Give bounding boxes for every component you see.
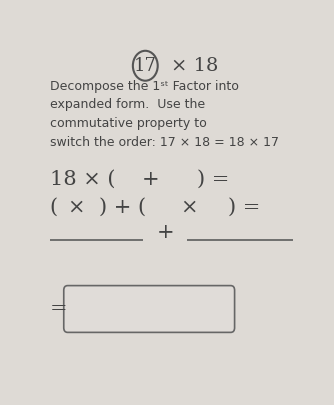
Text: +: +: [157, 223, 175, 242]
Text: switch the order: 17 × 18 = 18 × 17: switch the order: 17 × 18 = 18 × 17: [49, 136, 279, 149]
Text: ) =: ) =: [197, 170, 229, 189]
FancyBboxPatch shape: [64, 286, 234, 333]
Text: ×: ×: [181, 198, 198, 217]
Text: ) =: ) =: [228, 198, 261, 217]
Text: 17: 17: [134, 57, 157, 75]
Text: Decompose the 1ˢᵗ Factor into: Decompose the 1ˢᵗ Factor into: [49, 79, 238, 92]
Text: ×: ×: [67, 198, 84, 217]
Text: +: +: [142, 170, 159, 189]
Text: commutative property to: commutative property to: [49, 117, 206, 130]
Text: ) + (: ) + (: [99, 198, 146, 217]
Text: × 18: × 18: [171, 57, 218, 75]
Text: =: =: [49, 299, 67, 318]
Text: expanded form.  Use the: expanded form. Use the: [49, 98, 205, 111]
Text: (: (: [49, 198, 58, 217]
Text: 18 × (: 18 × (: [49, 170, 115, 189]
